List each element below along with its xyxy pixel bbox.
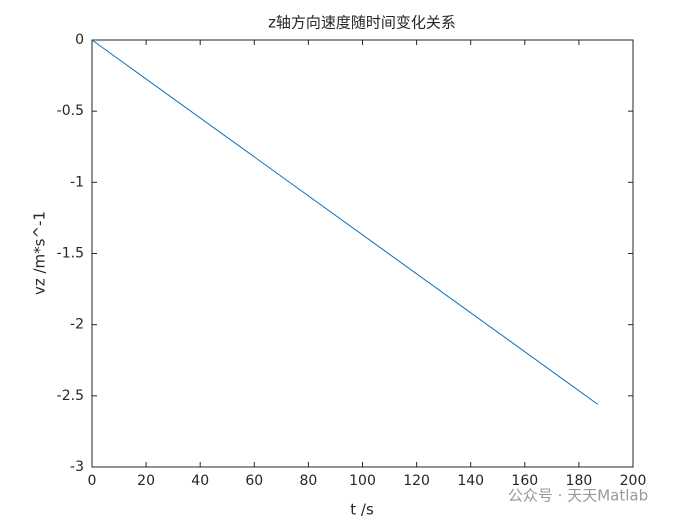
y-tick-label: -2 bbox=[70, 317, 84, 333]
x-tick-label: 20 bbox=[137, 473, 155, 489]
chart-title: z轴方向速度随时间变化关系 bbox=[268, 14, 456, 32]
x-tick-label: 140 bbox=[457, 473, 484, 489]
x-tick-label: 0 bbox=[88, 473, 97, 489]
x-axis-label: t /s bbox=[350, 501, 374, 519]
y-tick-label: -0.5 bbox=[57, 103, 84, 119]
x-tick-label: 180 bbox=[566, 473, 593, 489]
y-tick-label: -2.5 bbox=[57, 388, 84, 404]
x-tick-label: 40 bbox=[191, 473, 209, 489]
watermark: 公众号 · 天天Matlab bbox=[508, 487, 648, 505]
x-tick-label: 120 bbox=[403, 473, 430, 489]
y-tick-label: -1 bbox=[70, 174, 84, 190]
x-tick-label: 100 bbox=[349, 473, 376, 489]
y-tick-label: -1.5 bbox=[57, 246, 84, 262]
y-axis-label: vz /m*s^-1 bbox=[31, 211, 49, 295]
x-tick-label: 200 bbox=[620, 473, 647, 489]
y-tick-label: -3 bbox=[70, 459, 84, 475]
x-tick-label: 60 bbox=[245, 473, 263, 489]
x-tick-label: 80 bbox=[299, 473, 317, 489]
x-tick-label: 160 bbox=[511, 473, 538, 489]
y-tick-label: 0 bbox=[75, 32, 84, 48]
data-line bbox=[91, 39, 599, 405]
